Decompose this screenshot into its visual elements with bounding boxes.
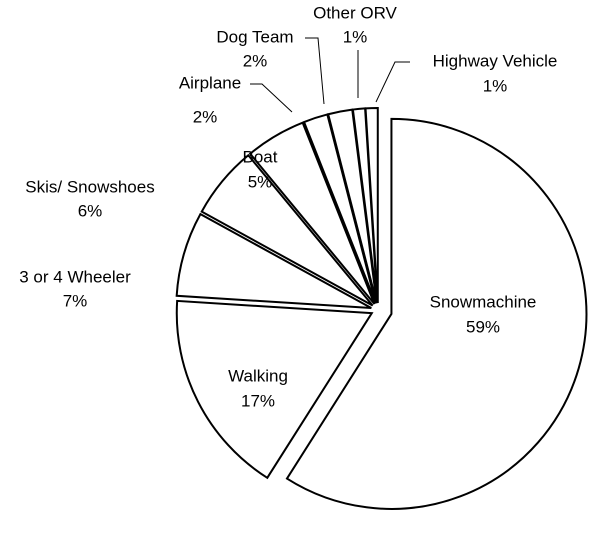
slice-label: Other ORV [313, 3, 397, 22]
leader-line [375, 61, 410, 103]
slice-label: Highway Vehicle [433, 51, 558, 70]
leader-line [250, 83, 293, 113]
slice-label: Dog Team [216, 27, 293, 46]
slice-value-label: 1% [483, 76, 508, 95]
slice-value-label: 1% [343, 27, 368, 46]
pie-slice [175, 212, 372, 310]
slice-value-label: 2% [243, 51, 268, 70]
pie-slice [364, 107, 379, 304]
slice-label: Snowmachine [430, 292, 537, 311]
leader-line [305, 37, 325, 105]
slice-label: Skis/ Snowshoes [25, 177, 154, 196]
slice-label: Boat [243, 147, 278, 166]
pie-slice [175, 299, 374, 480]
slice-value-label: 2% [193, 107, 218, 126]
pie-slice [248, 121, 376, 305]
slice-value-label: 59% [466, 317, 500, 336]
slice-value-label: 6% [78, 201, 103, 220]
slice-value-label: 17% [241, 391, 275, 410]
slice-label: Walking [228, 366, 288, 385]
slice-label: 3 or 4 Wheeler [19, 267, 131, 286]
slice-value-label: 7% [63, 291, 88, 310]
slice-label: Airplane [179, 73, 241, 92]
pie-slice [285, 117, 588, 510]
slice-value-label: 5% [248, 172, 273, 191]
pie-slice [200, 153, 374, 307]
